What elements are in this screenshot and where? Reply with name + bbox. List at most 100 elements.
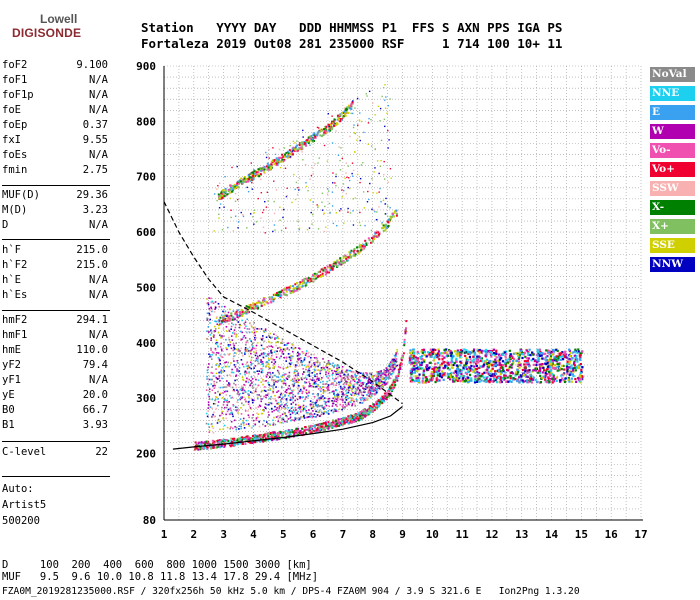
echo-point [358,376,360,379]
echo-point [332,262,335,265]
echo-point [557,355,560,358]
echo-point [243,175,246,178]
echo-point [362,243,365,246]
echo-point [287,152,290,155]
x-tick-label: 4 [250,528,257,541]
echo-point [381,376,384,379]
echo-point [229,341,231,343]
echo-point [287,155,290,158]
echo-point [349,387,352,389]
echo-point [377,399,380,402]
echo-point [321,274,324,277]
echo-point [344,113,347,116]
echo-point [370,381,373,383]
echo-point [342,401,344,403]
echo-point [316,400,318,403]
echo-point [363,391,366,393]
echo-point [375,381,377,384]
echo-point [499,379,502,382]
echo-point [368,393,371,396]
echo-point [385,383,387,385]
echo-point [244,410,247,412]
echo-point [464,354,467,358]
echo-point [315,277,318,280]
echo-point [291,412,294,414]
echo-point [344,377,347,380]
echo-point [248,397,251,400]
echo-point [363,398,366,401]
echo-point [356,383,359,385]
echo-point [271,346,274,348]
echo-point [321,425,324,428]
echo-point [219,359,221,362]
echo-point [517,358,520,361]
echo-point [573,360,576,363]
echo-point [232,415,234,418]
echo-point [426,379,429,382]
echo-point [260,398,262,400]
echo-point [291,395,294,398]
echo-point [233,382,235,385]
echo-point [265,376,268,378]
echo-point [262,337,264,340]
echo-point [500,380,503,383]
echo-point [315,401,317,404]
param-value: N/A [89,89,108,101]
echo-point [279,396,281,398]
echo-point [373,408,376,411]
echo-point [314,135,317,138]
echo-point [455,378,458,381]
echo-point [436,361,440,365]
echo-point [221,194,224,197]
echo-point [291,399,293,401]
echo-point [312,415,314,418]
echo-point [207,331,210,333]
echo-point [238,428,240,430]
y-tick-label: 900 [136,60,156,73]
echo-point [259,437,262,440]
echo-point [408,358,412,362]
echo-point [383,371,385,373]
echo-point [286,431,289,434]
echo-point [292,409,295,412]
echo-point [281,397,283,400]
echo-point [359,391,362,393]
echo-point [240,308,243,311]
echo-point [231,318,234,321]
echo-point [218,371,220,374]
echo-point [381,383,384,386]
echo-point [273,409,275,412]
echo-point [209,354,211,356]
echo-point [324,368,326,371]
echo-point [286,286,289,289]
echo-point [292,419,294,421]
echo-point [264,407,267,410]
echo-point [369,391,372,394]
echo-point [493,353,496,356]
echo-point [558,352,561,355]
echo-point [248,425,251,427]
param-value: 3.93 [82,419,108,431]
echo-point [298,144,301,147]
echo-point [320,393,322,396]
echo-point [224,191,227,194]
echo-point [235,335,237,338]
echo-point [530,381,534,384]
echo-point [273,351,276,353]
echo-point [300,361,302,364]
echo-point [208,388,211,390]
param-row-ye: yE 20.0 [2,388,108,403]
echo-point [350,249,353,252]
echo-point [336,399,339,401]
echo-point [207,303,210,306]
echo-point [277,403,280,405]
echo-point [303,140,306,143]
echo-point [324,132,327,135]
echo-point [229,375,232,377]
echo-point [461,378,464,381]
echo-point [271,433,274,436]
echo-point [248,346,251,349]
echo-point [300,416,302,418]
echo-point [460,374,463,377]
echo-point [271,378,273,381]
